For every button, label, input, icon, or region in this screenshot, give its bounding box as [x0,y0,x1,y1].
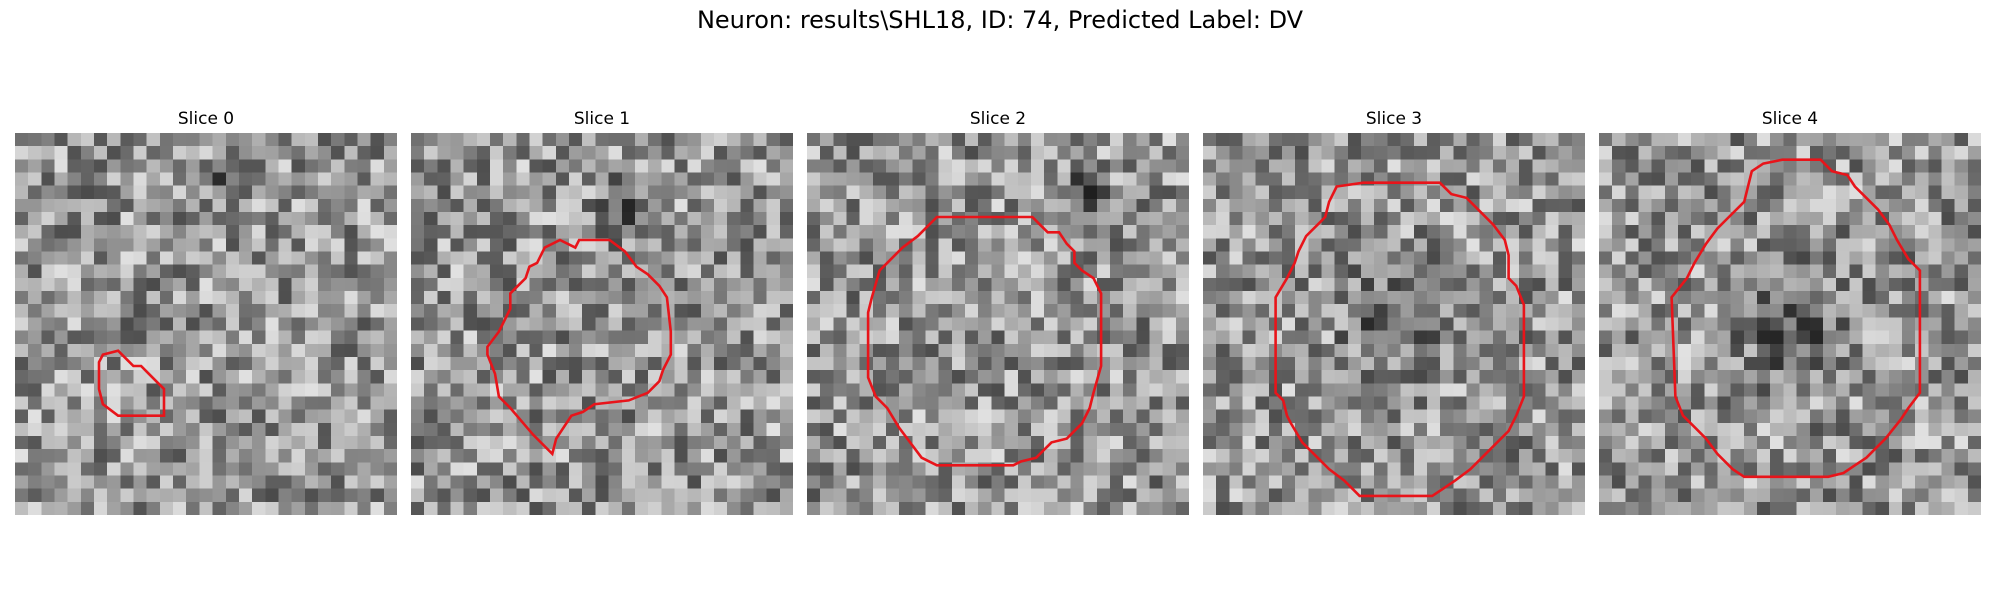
slice-panel: Slice 1 [411,108,793,515]
slice-panel: Slice 3 [1203,108,1585,515]
slice-title: Slice 3 [1365,109,1423,129]
slice-panel: Slice 4 [1599,108,1981,515]
slice-image [1599,133,1981,515]
roi-contour [486,238,673,457]
roi-contour [1670,158,1922,479]
slice-title: Slice 2 [969,109,1027,129]
roi-contour [97,349,166,418]
slice-panel: Slice 0 [15,108,397,515]
slice-image [15,133,397,515]
slice-panel: Slice 2 [807,108,1189,515]
slice-title: Slice 4 [1761,109,1819,129]
slice-image [411,133,793,515]
figure-title: Neuron: results\SHL18, ID: 74, Predicted… [696,6,1304,34]
roi-contour [1274,181,1526,498]
slice-title: Slice 1 [573,109,631,129]
slice-image [807,133,1189,515]
slice-image [1203,133,1585,515]
roi-contour [866,215,1103,467]
slice-title: Slice 0 [177,109,235,129]
